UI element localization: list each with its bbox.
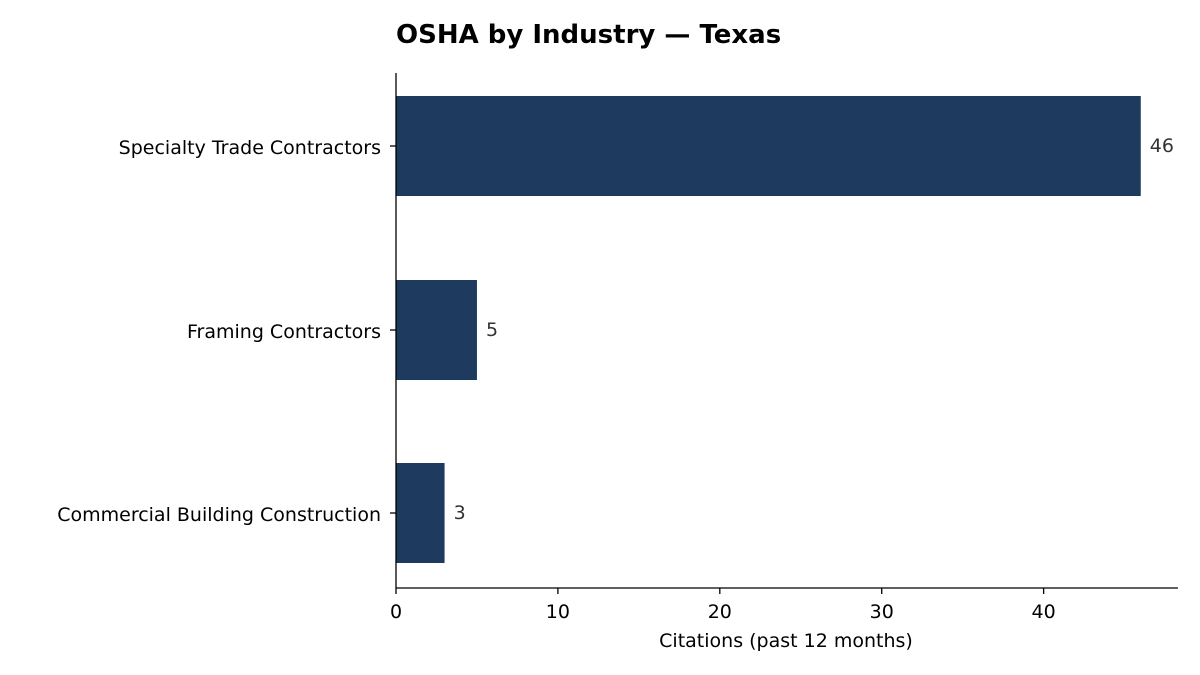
bars [396, 96, 1141, 563]
x-tick-label: 10 [546, 601, 570, 623]
chart-title: OSHA by Industry — Texas [396, 20, 781, 50]
bar-value-label: 46 [1150, 135, 1174, 157]
data-labels: 46 5 3 [454, 135, 1174, 524]
x-axis: 0 10 20 30 40 [390, 587, 1178, 623]
bar-value-label: 3 [454, 502, 466, 524]
x-tick-label: 20 [708, 601, 732, 623]
y-tick-label: Framing Contractors [187, 321, 381, 343]
x-tick-label: 30 [870, 601, 894, 623]
x-axis-label: Citations (past 12 months) [659, 630, 913, 652]
bar [396, 463, 445, 563]
y-axis: Specialty Trade Contractors Framing Contr… [57, 73, 397, 588]
x-tick-label: 0 [390, 601, 402, 623]
bar [396, 280, 477, 380]
bar [396, 96, 1141, 196]
y-tick-label: Specialty Trade Contractors [119, 137, 381, 159]
bar-value-label: 5 [486, 319, 498, 341]
x-tick-label: 40 [1032, 601, 1056, 623]
y-tick-label: Commercial Building Construction [57, 504, 381, 526]
